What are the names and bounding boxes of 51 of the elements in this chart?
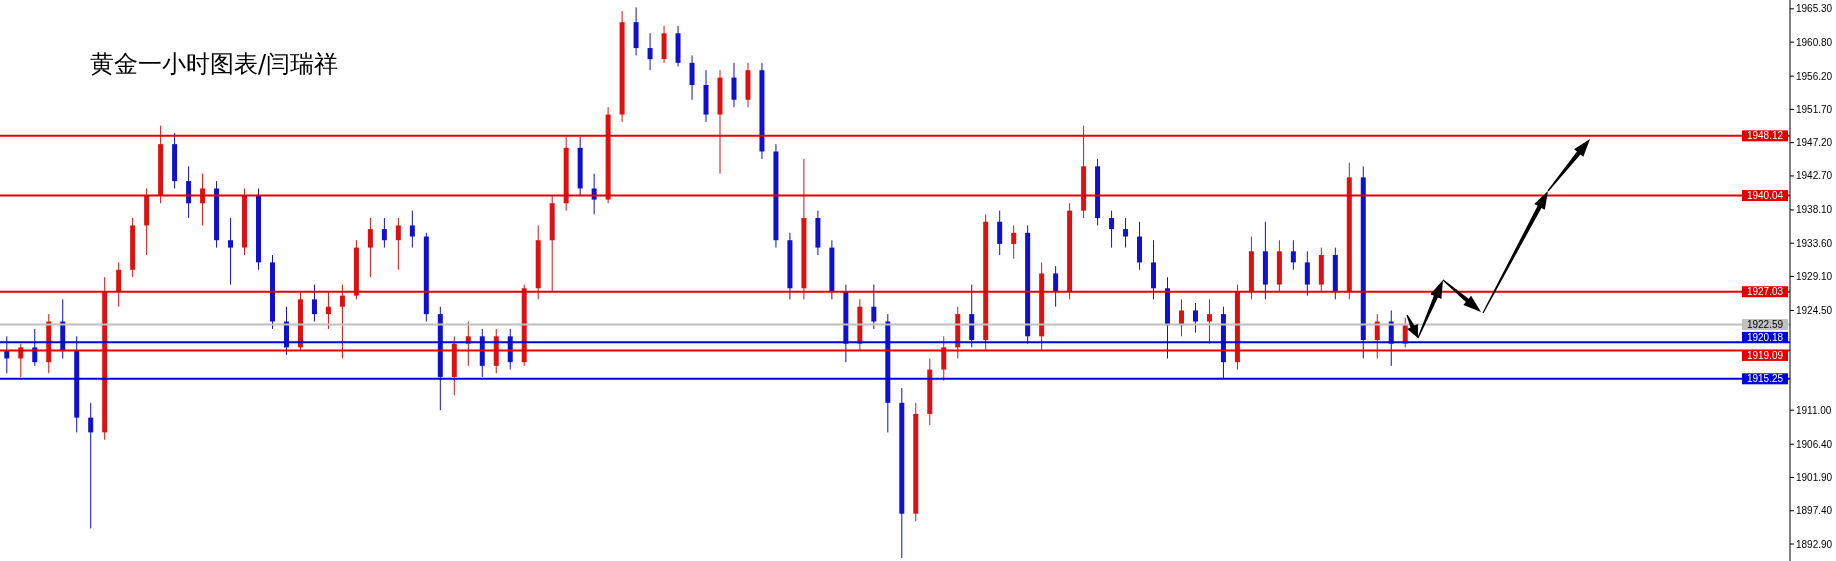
ref-line-label: 1940.04 [1746,190,1784,202]
y-tick-label: 1906.40 [1796,438,1833,450]
candlestick [116,261,122,308]
y-tick-label: 1938.10 [1796,204,1833,216]
candlestick [1123,217,1129,249]
ref-line-label: 1920.18 [1746,331,1784,343]
candlestick [186,165,192,219]
ref-line-label: 1927.03 [1746,286,1784,298]
candlestick [1011,224,1017,260]
y-tick-label: 1897.40 [1796,505,1833,517]
candlestick [1053,265,1059,308]
candlestick [325,291,331,330]
candlestick [228,217,234,286]
ref-line-label: 1915.25 [1746,373,1784,385]
candlestick [88,402,94,529]
candlestick [1290,239,1296,271]
y-tick-label: 1965.30 [1796,3,1833,15]
y-tick-label: 1960.80 [1796,36,1833,48]
ref-line-label: 1919.09 [1746,349,1784,361]
candlestick [1206,298,1212,345]
candlestick [381,217,387,249]
candlestick [1178,298,1184,337]
y-tick-label: 1892.90 [1796,538,1833,550]
candlestick [1109,210,1115,249]
candlestick [591,173,597,215]
candlestick [647,32,653,71]
candlestick [311,284,317,323]
candlestick [997,210,1003,256]
y-tick-label: 1956.20 [1796,70,1833,82]
y-tick-label: 1947.20 [1796,137,1833,149]
y-tick-label: 1924.50 [1796,304,1833,316]
candlestick [409,210,415,249]
candlestick [731,62,737,108]
ref-line-label: 1948.12 [1746,130,1784,142]
candlestick [339,284,345,359]
candlestick [689,54,695,101]
text: 黄金一小时图表/闫瑞祥 [90,49,339,80]
candlestick [367,217,373,278]
ref-line-label: 1922.59 [1746,319,1784,331]
candlestick [941,335,947,382]
candlestick [1192,302,1198,334]
y-tick-label: 1933.60 [1796,237,1833,249]
candlestick [871,284,877,330]
y-tick-label: 1911.00 [1796,404,1832,416]
candlestick [1304,250,1310,297]
y-tick-label: 1901.90 [1796,472,1833,484]
y-tick-label: 1942.70 [1796,170,1833,182]
candlestick [395,217,401,271]
y-tick-label: 1929.10 [1796,270,1833,282]
candlestick [4,335,10,374]
y-tick-label: 1951.70 [1796,103,1833,115]
